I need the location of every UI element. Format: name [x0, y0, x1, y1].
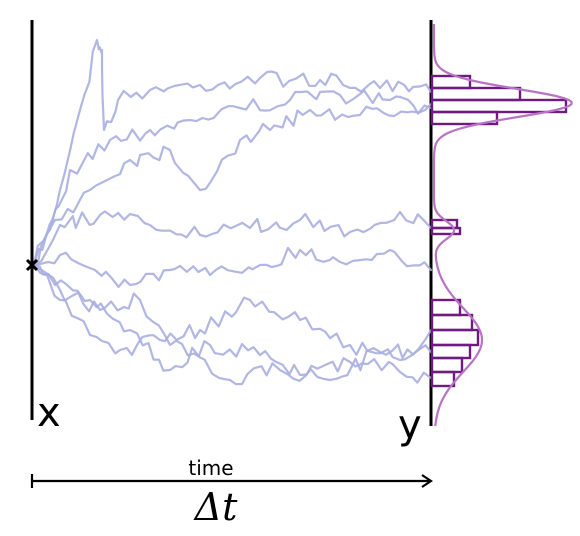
- histogram-bar: [430, 356, 464, 374]
- end-distribution-histogram: [430, 74, 568, 388]
- trajectory-path: [32, 102, 433, 267]
- trajectory-path: [32, 263, 433, 384]
- density-curve: [432, 24, 573, 427]
- delta-t-label: Δt: [193, 485, 238, 529]
- histogram-bar: [430, 298, 462, 317]
- trajectory-path: [32, 210, 433, 267]
- trajectory-paths: [32, 38, 433, 386]
- histogram-bar: [430, 370, 456, 388]
- histogram-bar: [430, 226, 462, 236]
- histogram-bar: [430, 343, 472, 360]
- start-label: x: [37, 390, 61, 436]
- time-arrow: [30, 474, 433, 488]
- histogram-bar: [430, 313, 474, 332]
- trajectory-path: [32, 246, 433, 289]
- time-label: time: [188, 456, 233, 480]
- histogram-bar: [430, 86, 522, 102]
- trajectory-path: [32, 38, 433, 267]
- trajectory-path: [32, 263, 433, 386]
- trajectory-path: [32, 263, 433, 362]
- trajectory-path: [32, 89, 433, 267]
- end-label: y: [398, 402, 422, 448]
- histogram-bar: [430, 98, 568, 114]
- histogram-bar: [430, 110, 499, 126]
- x-mark-icon: [25, 258, 39, 272]
- histogram-bar: [430, 328, 480, 347]
